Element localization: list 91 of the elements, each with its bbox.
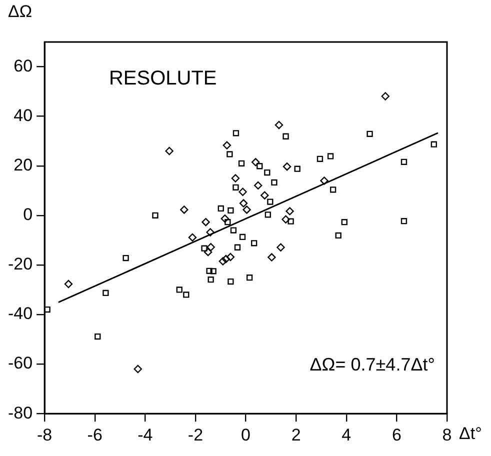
x-tick-label: -8 — [37, 425, 52, 444]
point — [282, 162, 292, 171]
point — [316, 156, 324, 162]
point — [134, 364, 142, 374]
point — [256, 163, 263, 170]
point — [230, 227, 237, 234]
y-tick-label: -20 — [8, 254, 33, 274]
y-tick-label: 40 — [14, 106, 33, 126]
point — [330, 186, 336, 193]
point — [218, 205, 224, 212]
point — [206, 228, 214, 236]
x-tick-label: 4 — [342, 425, 352, 444]
y-tick-label: -80 — [8, 403, 33, 422]
y-tick-label: 20 — [14, 156, 33, 175]
point — [276, 243, 285, 252]
point — [239, 199, 248, 208]
point — [165, 146, 174, 156]
point — [234, 244, 241, 250]
point — [286, 207, 294, 216]
point — [180, 206, 188, 214]
point — [366, 130, 373, 137]
point — [210, 268, 216, 274]
point — [188, 233, 197, 242]
point — [335, 232, 342, 239]
point — [251, 240, 258, 246]
point — [341, 219, 348, 226]
point — [201, 245, 208, 252]
point — [294, 166, 300, 172]
point — [222, 254, 230, 264]
x-tick-label: -6 — [87, 425, 102, 444]
x-tick-label: -4 — [138, 425, 153, 444]
point — [224, 219, 231, 226]
point — [264, 169, 270, 176]
point — [94, 333, 101, 340]
point — [102, 290, 109, 296]
point — [400, 218, 408, 224]
point — [238, 160, 245, 166]
point — [282, 215, 290, 224]
point — [44, 306, 50, 313]
point — [220, 214, 230, 223]
x-tick-label: -2 — [188, 425, 204, 444]
point — [222, 141, 232, 150]
point — [232, 130, 240, 136]
point — [320, 176, 328, 185]
point — [282, 133, 289, 140]
point — [254, 181, 262, 190]
x-axis-title: Δt° — [459, 424, 482, 443]
point — [267, 198, 274, 205]
point — [122, 254, 129, 262]
y-tick-label: -40 — [8, 304, 33, 324]
point — [251, 158, 260, 166]
point — [206, 243, 215, 252]
point — [204, 248, 212, 256]
x-tick-label: 2 — [291, 425, 301, 444]
y-tick-label: -60 — [8, 354, 33, 373]
point — [260, 191, 269, 200]
y-tick-label: 0 — [23, 205, 33, 224]
point — [202, 218, 210, 226]
point — [206, 268, 212, 274]
point — [271, 179, 278, 186]
point — [327, 153, 334, 160]
point — [226, 151, 233, 158]
point — [183, 292, 190, 298]
point — [176, 286, 182, 293]
x-tick-label: 8 — [442, 425, 452, 444]
point — [242, 206, 251, 214]
y-tick-label: 60 — [14, 56, 33, 76]
point — [228, 207, 234, 214]
point — [239, 234, 246, 240]
annotation: RESOLUTE — [108, 68, 217, 90]
point — [288, 218, 294, 224]
point — [231, 174, 240, 182]
point — [218, 257, 227, 266]
point — [274, 120, 284, 130]
point — [228, 278, 234, 285]
point — [246, 274, 253, 281]
x-tick-label: 0 — [241, 425, 251, 444]
point — [64, 280, 73, 288]
point — [238, 188, 247, 196]
point — [232, 184, 239, 190]
annotation: ΔΩ= 0.7±4.7Δt° — [310, 354, 435, 374]
y-axis-title: ΔΩ — [8, 2, 32, 22]
point — [381, 92, 390, 100]
point — [400, 158, 408, 165]
point — [226, 252, 235, 262]
point — [264, 212, 271, 218]
point — [430, 141, 437, 148]
x-tick-label: 6 — [392, 425, 402, 444]
point — [268, 253, 276, 262]
point — [208, 276, 214, 283]
point — [152, 212, 158, 218]
